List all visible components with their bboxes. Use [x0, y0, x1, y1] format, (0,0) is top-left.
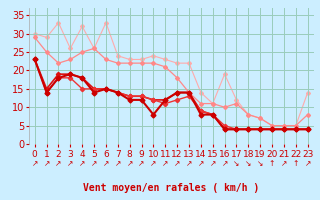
Text: ↗: ↗ — [103, 160, 109, 168]
Text: ↗: ↗ — [126, 160, 133, 168]
Text: ↗: ↗ — [210, 160, 216, 168]
Text: ↗: ↗ — [44, 160, 50, 168]
Text: ↗: ↗ — [138, 160, 145, 168]
Text: ↗: ↗ — [150, 160, 156, 168]
Text: ↗: ↗ — [221, 160, 228, 168]
Text: ↗: ↗ — [32, 160, 38, 168]
Text: Vent moyen/en rafales ( km/h ): Vent moyen/en rafales ( km/h ) — [83, 183, 259, 193]
Text: ↗: ↗ — [67, 160, 74, 168]
Text: ↗: ↗ — [91, 160, 97, 168]
Text: ↘: ↘ — [245, 160, 252, 168]
Text: ↗: ↗ — [162, 160, 168, 168]
Text: ↑: ↑ — [292, 160, 299, 168]
Text: ↘: ↘ — [233, 160, 240, 168]
Text: ↑: ↑ — [269, 160, 275, 168]
Text: ↗: ↗ — [198, 160, 204, 168]
Text: ↗: ↗ — [186, 160, 192, 168]
Text: ↗: ↗ — [281, 160, 287, 168]
Text: ↗: ↗ — [55, 160, 62, 168]
Text: ↘: ↘ — [257, 160, 263, 168]
Text: ↗: ↗ — [115, 160, 121, 168]
Text: ↗: ↗ — [79, 160, 85, 168]
Text: ↗: ↗ — [304, 160, 311, 168]
Text: ↗: ↗ — [174, 160, 180, 168]
